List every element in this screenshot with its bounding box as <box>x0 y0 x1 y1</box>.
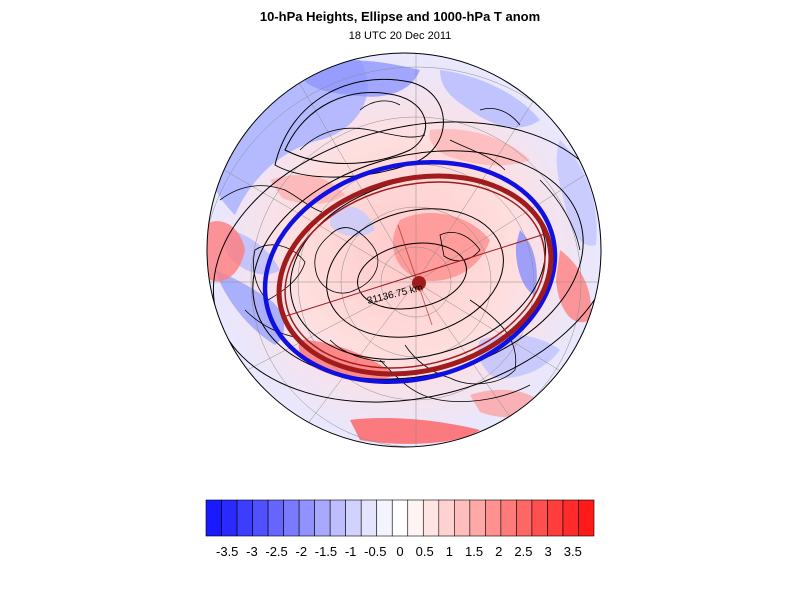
colorbar-tick-label: -3 <box>246 544 258 559</box>
colorbar-box <box>438 499 455 537</box>
colorbar-tick-label: 3 <box>544 544 551 559</box>
colorbar-tick-label: -2 <box>295 544 307 559</box>
colorbar-box <box>485 499 502 537</box>
colorbar-box <box>578 499 595 537</box>
colorbar-box <box>407 499 424 537</box>
colorbar-box <box>360 499 378 537</box>
colorbar-tick-label: 1.5 <box>465 544 483 559</box>
colorbar-tick-label: -1.5 <box>315 544 337 559</box>
colorbar-boxes <box>205 499 595 537</box>
colorbar-box <box>329 499 346 537</box>
colorbar-box <box>314 499 331 537</box>
colorbar-box <box>221 499 238 537</box>
colorbar-box <box>531 499 548 537</box>
colorbar-box <box>252 499 269 537</box>
colorbar-box <box>562 499 579 537</box>
colorbar-box <box>267 499 284 537</box>
colorbar-box <box>283 499 300 537</box>
map-title: 10-hPa Heights, Ellipse and 1000-hPa T a… <box>259 9 541 24</box>
colorbar-tick-label: 2.5 <box>514 544 532 559</box>
colorbar-box <box>205 499 222 537</box>
colorbar-tick-label: 3.5 <box>564 544 582 559</box>
map-border <box>206 52 602 448</box>
map-subtitle: 18 UTC 20 Dec 2011 <box>348 30 452 42</box>
ellipse-minor-axis <box>397 224 433 326</box>
colorbar-tick-label: 0 <box>396 544 403 559</box>
colorbar-tick-label: -3.5 <box>216 544 238 559</box>
colorbar-labels: -3.5 -3 -2.5 -2 -1.5 -1 -0.5 0 0.5 1 1.5 2 2.5 3 3.5 <box>216 544 582 559</box>
colorbar-box <box>469 499 486 537</box>
colorbar-tick-label: 2 <box>495 544 502 559</box>
colorbar-box <box>345 499 362 537</box>
blue-contour-line <box>262 160 558 384</box>
colorbar-tick-label: 1 <box>446 544 453 559</box>
colorbar-tick-label: -1 <box>345 544 357 559</box>
colorbar-tick-label: -2.5 <box>265 544 287 559</box>
colorbar-box <box>547 499 564 537</box>
colorbar-box <box>454 499 471 537</box>
colorbar-box <box>298 499 315 537</box>
colorbar-tick-label: 0.5 <box>416 544 434 559</box>
ellipse-fit-inner <box>284 181 546 369</box>
colorbar-box <box>391 499 409 537</box>
ellipse-fit <box>276 173 554 377</box>
colorbar-box <box>422 499 440 537</box>
colorbar-box <box>376 499 393 537</box>
colorbar-box <box>500 499 517 537</box>
colorbar-box <box>516 499 533 537</box>
ellipse-center-marker <box>412 276 426 290</box>
colorbar-tick-label: -0.5 <box>364 544 386 559</box>
colorbar-box <box>236 499 253 537</box>
